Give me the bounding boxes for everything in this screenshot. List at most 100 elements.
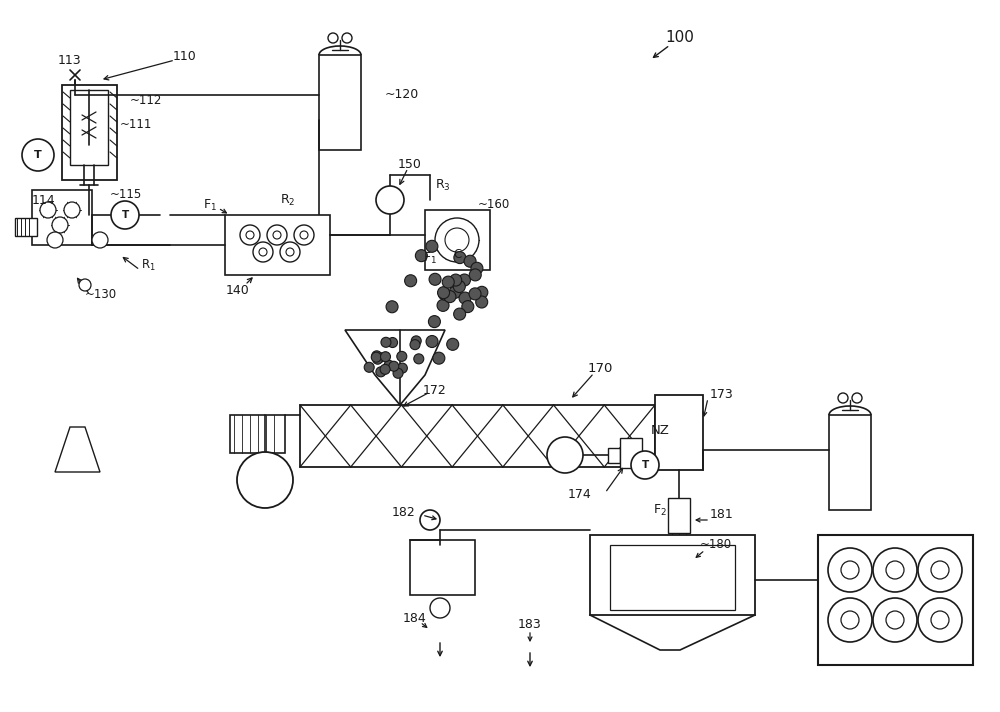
Circle shape	[372, 351, 382, 361]
Circle shape	[873, 598, 917, 642]
Bar	[225, 215, 330, 275]
Circle shape	[375, 352, 385, 362]
Circle shape	[447, 338, 459, 350]
Text: 114: 114	[32, 194, 56, 206]
Circle shape	[886, 611, 904, 629]
Circle shape	[237, 452, 293, 508]
Circle shape	[852, 393, 862, 403]
Circle shape	[886, 561, 904, 579]
Bar	[410, 540, 475, 595]
Circle shape	[420, 510, 440, 530]
Circle shape	[342, 33, 352, 43]
Circle shape	[469, 269, 481, 281]
Text: ~115: ~115	[110, 189, 142, 201]
Text: C: C	[453, 248, 461, 261]
Circle shape	[838, 393, 848, 403]
Circle shape	[449, 286, 461, 298]
Circle shape	[328, 33, 338, 43]
Circle shape	[471, 262, 483, 274]
Circle shape	[393, 368, 403, 378]
Circle shape	[79, 279, 91, 291]
Circle shape	[828, 548, 872, 592]
Circle shape	[280, 242, 300, 262]
Text: T: T	[34, 150, 42, 160]
Bar	[425, 210, 490, 270]
Circle shape	[405, 275, 417, 287]
Circle shape	[426, 241, 438, 252]
Circle shape	[458, 274, 470, 286]
Circle shape	[397, 363, 407, 373]
Circle shape	[437, 299, 449, 311]
Circle shape	[389, 361, 399, 371]
Text: ~112: ~112	[130, 93, 162, 107]
Circle shape	[453, 281, 465, 293]
Text: ~120: ~120	[385, 88, 419, 102]
Circle shape	[240, 225, 260, 245]
Circle shape	[444, 290, 456, 303]
Text: 174: 174	[568, 488, 592, 501]
Circle shape	[433, 352, 445, 364]
Text: 183: 183	[518, 619, 542, 632]
Circle shape	[435, 218, 479, 262]
Circle shape	[931, 611, 949, 629]
Text: ~130: ~130	[85, 288, 117, 301]
Circle shape	[428, 315, 440, 328]
Text: ~111: ~111	[120, 118, 152, 132]
Text: T: T	[641, 460, 649, 470]
Circle shape	[931, 561, 949, 579]
Circle shape	[430, 598, 450, 618]
Text: F$_1$: F$_1$	[423, 251, 437, 266]
Circle shape	[246, 231, 254, 239]
Circle shape	[442, 276, 454, 288]
Text: ~180: ~180	[700, 538, 732, 552]
Circle shape	[364, 362, 374, 372]
Circle shape	[631, 451, 659, 479]
Circle shape	[373, 354, 383, 365]
Circle shape	[259, 248, 267, 256]
Text: 100: 100	[666, 31, 694, 46]
Circle shape	[376, 186, 404, 214]
Circle shape	[381, 337, 391, 347]
Circle shape	[384, 360, 394, 370]
Circle shape	[397, 351, 407, 362]
Bar	[300, 405, 655, 467]
Text: R$_2$: R$_2$	[280, 192, 296, 208]
Circle shape	[386, 300, 398, 313]
Circle shape	[380, 365, 390, 375]
Circle shape	[462, 300, 474, 313]
Bar	[230, 415, 285, 453]
Circle shape	[52, 217, 68, 233]
Text: 173: 173	[710, 389, 734, 402]
Circle shape	[469, 288, 481, 300]
Bar	[62, 85, 117, 180]
Bar	[829, 415, 871, 510]
Text: 150: 150	[398, 159, 422, 172]
Circle shape	[476, 296, 488, 308]
Bar	[15, 218, 37, 236]
Text: R$_3$: R$_3$	[435, 177, 451, 192]
Circle shape	[371, 352, 381, 362]
Text: 170: 170	[587, 362, 613, 375]
Bar	[655, 395, 703, 470]
Circle shape	[426, 335, 438, 347]
Bar	[319, 55, 361, 150]
Circle shape	[267, 225, 287, 245]
Circle shape	[459, 292, 471, 304]
Circle shape	[286, 248, 294, 256]
Circle shape	[253, 242, 273, 262]
Bar	[608, 448, 620, 463]
Text: 181: 181	[710, 508, 734, 521]
Circle shape	[454, 251, 466, 263]
Bar	[32, 190, 92, 245]
Circle shape	[438, 287, 450, 298]
Circle shape	[411, 336, 421, 346]
Text: F$_2$: F$_2$	[653, 503, 667, 518]
Bar	[590, 535, 755, 615]
Text: T: T	[121, 210, 129, 220]
Circle shape	[22, 139, 54, 171]
Circle shape	[841, 611, 859, 629]
Text: ~160: ~160	[478, 199, 510, 211]
Circle shape	[918, 548, 962, 592]
Circle shape	[454, 308, 466, 320]
Circle shape	[300, 231, 308, 239]
